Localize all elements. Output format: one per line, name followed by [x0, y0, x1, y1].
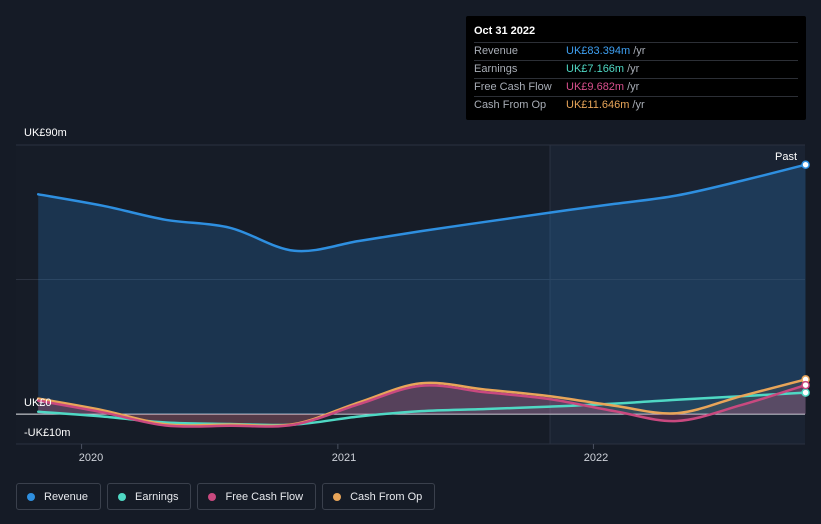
tooltip-value: UK£7.166m	[566, 63, 625, 75]
tooltip-date: Oct 31 2022	[474, 25, 536, 37]
legend-label: Revenue	[44, 490, 89, 503]
point-free-cash-flow	[801, 380, 810, 390]
legend-label: Earnings	[135, 490, 179, 503]
line-earnings	[36, 391, 807, 427]
point-earnings	[801, 388, 810, 397]
area-free-cash-flow	[38, 385, 806, 427]
tooltip-label: Cash From Op	[474, 99, 547, 111]
x-tick-label-2021: 2021	[332, 452, 356, 464]
legend-dot-icon	[208, 492, 217, 501]
area-cash-from-op	[38, 379, 806, 426]
legend-item-earnings[interactable]: Earnings	[107, 483, 192, 510]
legend: Revenue Earnings Free Cash Flow Cash Fro…	[16, 483, 436, 510]
y-tick-label-top: UK£90m	[24, 127, 67, 139]
tooltip-label: Earnings	[474, 63, 518, 75]
tooltip-value: UK£11.646m	[566, 99, 630, 111]
x-tick-label-2022: 2022	[584, 452, 608, 464]
tooltip-value: UK£9.682m	[566, 81, 625, 93]
line-free-cash-flow	[36, 383, 807, 428]
tooltip-label: Free Cash Flow	[474, 81, 552, 93]
legend-item-free-cash-flow[interactable]: Free Cash Flow	[197, 483, 317, 510]
tooltip-row-free-cash-flow: Free Cash Flow UK£9.682m /yr	[474, 78, 798, 96]
tooltip-row-revenue: Revenue UK£83.394m /yr	[474, 42, 798, 60]
x-tick-label-2020: 2020	[79, 452, 103, 464]
legend-dot-icon	[118, 492, 127, 501]
tooltip-unit: /yr	[627, 63, 640, 75]
tooltip-panel: Oct 31 2022 Revenue UK£83.394m /yr Earni…	[466, 16, 806, 120]
line-revenue	[36, 163, 807, 253]
y-tick-label-zero: UK£0	[24, 397, 52, 409]
tooltip-row-earnings: Earnings UK£7.166m /yr	[474, 60, 798, 78]
tooltip-unit: /yr	[633, 45, 646, 57]
area-earnings	[38, 392, 806, 426]
legend-label: Free Cash Flow	[225, 490, 304, 503]
tooltip-value: UK£83.394m	[566, 45, 631, 57]
legend-dot-icon	[27, 492, 35, 501]
legend-dot-icon	[333, 492, 342, 501]
legend-item-cash-from-op[interactable]: Cash From Op	[322, 483, 436, 510]
area-revenue	[38, 164, 806, 415]
point-revenue	[801, 160, 810, 169]
tooltip-unit: /yr	[632, 99, 645, 111]
tooltip-row-cash-from-op: Cash From Op UK£11.646m /yr	[474, 96, 798, 114]
y-tick-label-bottom: -UK£10m	[24, 427, 70, 439]
tooltip-label: Revenue	[474, 45, 519, 57]
tooltip-unit: /yr	[627, 81, 640, 93]
past-label: Past	[775, 151, 797, 163]
legend-label: Cash From Op	[350, 490, 423, 503]
legend-item-revenue[interactable]: Revenue	[16, 483, 102, 510]
